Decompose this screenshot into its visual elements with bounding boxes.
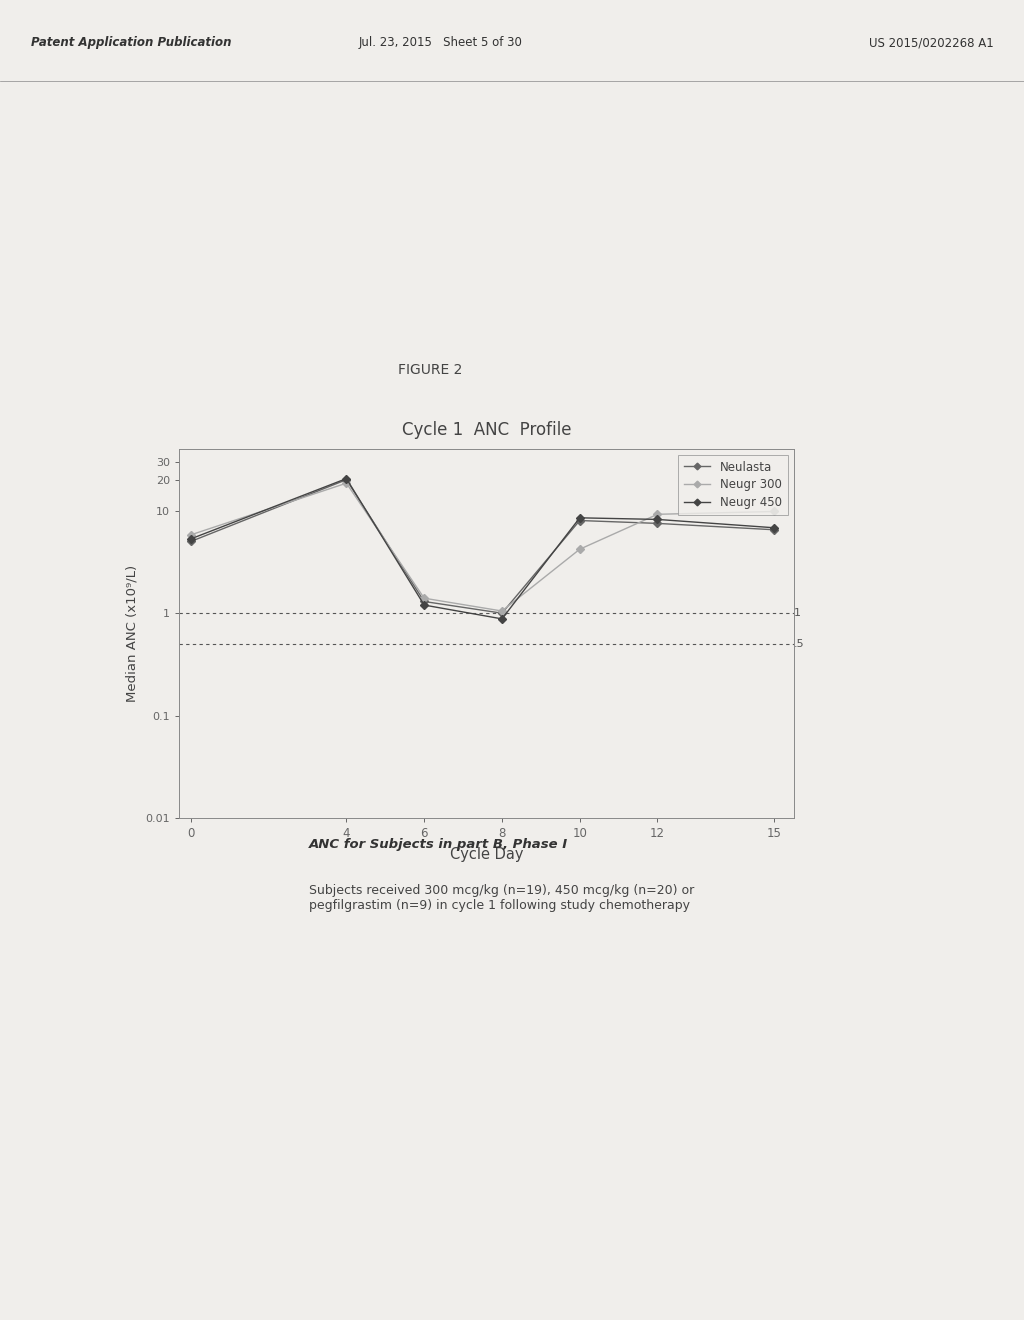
Neulasta — [768, 521, 780, 537]
Text: 1: 1 — [794, 609, 801, 618]
Neugr 300 — [496, 603, 508, 619]
Neugr 300 — [573, 541, 586, 557]
Neugr 450 — [651, 511, 664, 527]
Neugr 300 — [418, 590, 430, 606]
Text: ANC for Subjects in part B, Phase I: ANC for Subjects in part B, Phase I — [308, 838, 568, 851]
Text: Subjects received 300 mcg/kg (n=19), 450 mcg/kg (n=20) or
pegfilgrastim (n=9) in: Subjects received 300 mcg/kg (n=19), 450… — [309, 883, 694, 912]
Line: Neugr 300: Neugr 300 — [188, 480, 777, 614]
X-axis label: Cycle Day: Cycle Day — [450, 847, 523, 862]
Legend: Neulasta, Neugr 300, Neugr 450: Neulasta, Neugr 300, Neugr 450 — [679, 454, 787, 515]
Neugr 450 — [418, 597, 430, 612]
Text: .5: .5 — [794, 639, 804, 649]
Text: Patent Application Publication: Patent Application Publication — [31, 37, 231, 49]
Neulasta — [184, 533, 197, 549]
Text: FIGURE 2: FIGURE 2 — [398, 363, 462, 376]
Text: US 2015/0202268 A1: US 2015/0202268 A1 — [868, 37, 993, 49]
Line: Neugr 450: Neugr 450 — [188, 475, 777, 622]
Neulasta — [340, 471, 352, 487]
Neulasta — [496, 606, 508, 622]
Neugr 450 — [573, 510, 586, 525]
Neugr 450 — [768, 520, 780, 536]
Neulasta — [573, 512, 586, 528]
Line: Neulasta: Neulasta — [188, 477, 777, 616]
Text: Jul. 23, 2015   Sheet 5 of 30: Jul. 23, 2015 Sheet 5 of 30 — [358, 37, 522, 49]
Neugr 300 — [184, 527, 197, 543]
Neugr 450 — [496, 611, 508, 627]
Neugr 300 — [768, 503, 780, 519]
Neugr 450 — [340, 471, 352, 487]
Neulasta — [418, 594, 430, 610]
Neugr 300 — [651, 507, 664, 523]
Neugr 450 — [184, 531, 197, 546]
Neulasta — [651, 516, 664, 532]
Y-axis label: Median ANC (x10⁹/L): Median ANC (x10⁹/L) — [126, 565, 138, 702]
Title: Cycle 1  ANC  Profile: Cycle 1 ANC Profile — [401, 421, 571, 440]
Neugr 300 — [340, 475, 352, 491]
